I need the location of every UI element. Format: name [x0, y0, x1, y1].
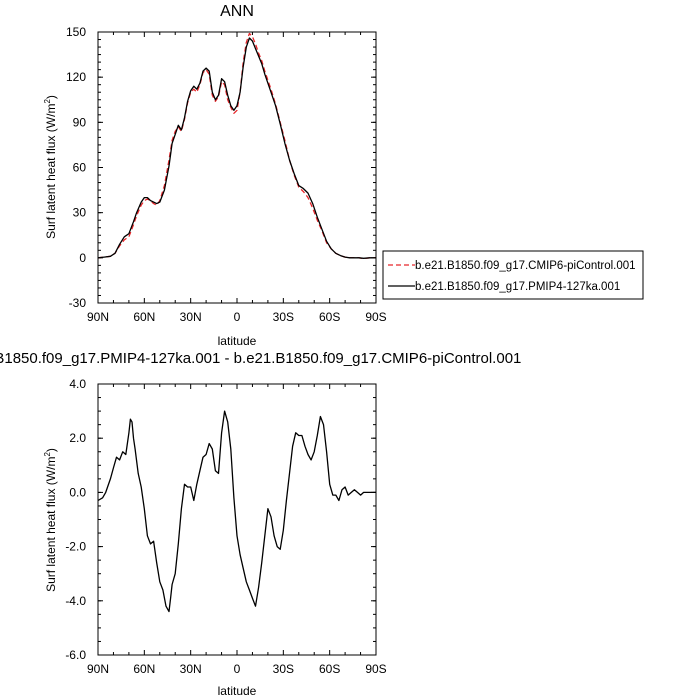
bottom-plot-frame [97, 383, 377, 656]
bottom-x-tick-label: 60S [319, 662, 340, 676]
top-x-tick-label: 60S [319, 310, 340, 324]
bottom-chart-title: b.e21.B1850.f09_g17.PMIP4-127ka.001 - b.… [0, 350, 521, 367]
top-y-axis-label-close: ) [44, 95, 58, 99]
bottom-panel: b.e21.B1850.f09_g17.PMIP4-127ka.001 - b.… [0, 350, 521, 698]
legend-label-127ka: b.e21.B1850.f09_g17.PMIP4-127ka.001 [415, 281, 620, 293]
bottom-y-tick-label: -6.0 [65, 648, 86, 662]
top-y-tick-label: 60 [73, 161, 87, 175]
top-y-tick-label: 90 [73, 115, 87, 129]
bottom-y-axis-label-sup: 2 [43, 452, 52, 457]
bottom-y-axis-label-main: Surf latent heat flux (W/m [44, 457, 58, 592]
bottom-y-tick-label: 2.0 [69, 431, 86, 445]
bottom-y-tick-label: 0.0 [69, 485, 86, 499]
legend-label-picontrol: b.e21.B1850.f09_g17.CMIP6-piControl.001 [415, 260, 636, 272]
bottom-x-axis-label: latitude [218, 684, 257, 698]
top-x-axis-label: latitude [218, 334, 257, 348]
top-series [97, 32, 376, 260]
bottom-series [97, 410, 376, 613]
top-x-tick-label: 90S [365, 310, 386, 324]
top-y-axis-label-main: Surf latent heat flux (W/m [44, 104, 58, 239]
top-x-tick-label: 0 [234, 310, 241, 324]
top-x-tick-label: 30S [273, 310, 294, 324]
top-y-tick-label: 120 [66, 70, 86, 84]
top-y-axis-label-sup: 2 [43, 99, 52, 104]
top-series-line-1 [97, 37, 376, 259]
bottom-y-tick-label: -2.0 [65, 540, 86, 554]
top-panel: ANN 90N 60N 30N 0 30S 60S 90S-300306090120150 … [43, 3, 644, 348]
top-x-tick-label: 90N [87, 310, 109, 324]
top-y-tick-label: -30 [69, 296, 87, 310]
top-chart-title: ANN [220, 3, 254, 20]
top-y-tick-label: 0 [79, 251, 86, 265]
bottom-x-tick-label: 0 [234, 662, 241, 676]
top-x-tick-label: 60N [133, 310, 155, 324]
bottom-x-tick-label: 90S [365, 662, 386, 676]
bottom-y-axis-label-close: ) [44, 448, 58, 452]
top-y-tick-label: 150 [66, 25, 86, 39]
top-axes: 90N 60N 30N 0 30S 60S 90S -30 0 30 60 90 120 150 [66, 25, 387, 324]
bottom-x-tick-label: 60N [133, 662, 155, 676]
top-y-axis-label: Surf latent heat flux (W/m2) [43, 95, 58, 239]
bottom-axes: 90N 60N 30N 0 30S 60S 90S -6.0 -4.0 -2.0 0.0 2.0 4.0 [65, 377, 386, 676]
bottom-y-axis-label: Surf latent heat flux (W/m2) [43, 448, 58, 592]
top-series-line-0 [97, 32, 376, 260]
legend: b.e21.B1850.f09_g17.CMIP6-piControl.001 … [382, 250, 644, 300]
top-y-tick-label: 30 [73, 206, 87, 220]
legend-box [382, 250, 644, 300]
top-plot-frame [97, 31, 377, 304]
bottom-y-tick-label: 4.0 [69, 377, 86, 391]
bottom-x-tick-label: 30N [180, 662, 202, 676]
bottom-series-line-0 [97, 410, 376, 613]
bottom-x-tick-label: 30S [273, 662, 294, 676]
bottom-x-tick-label: 90N [87, 662, 109, 676]
bottom-y-tick-label: -4.0 [65, 594, 86, 608]
top-x-tick-label: 30N [180, 310, 202, 324]
